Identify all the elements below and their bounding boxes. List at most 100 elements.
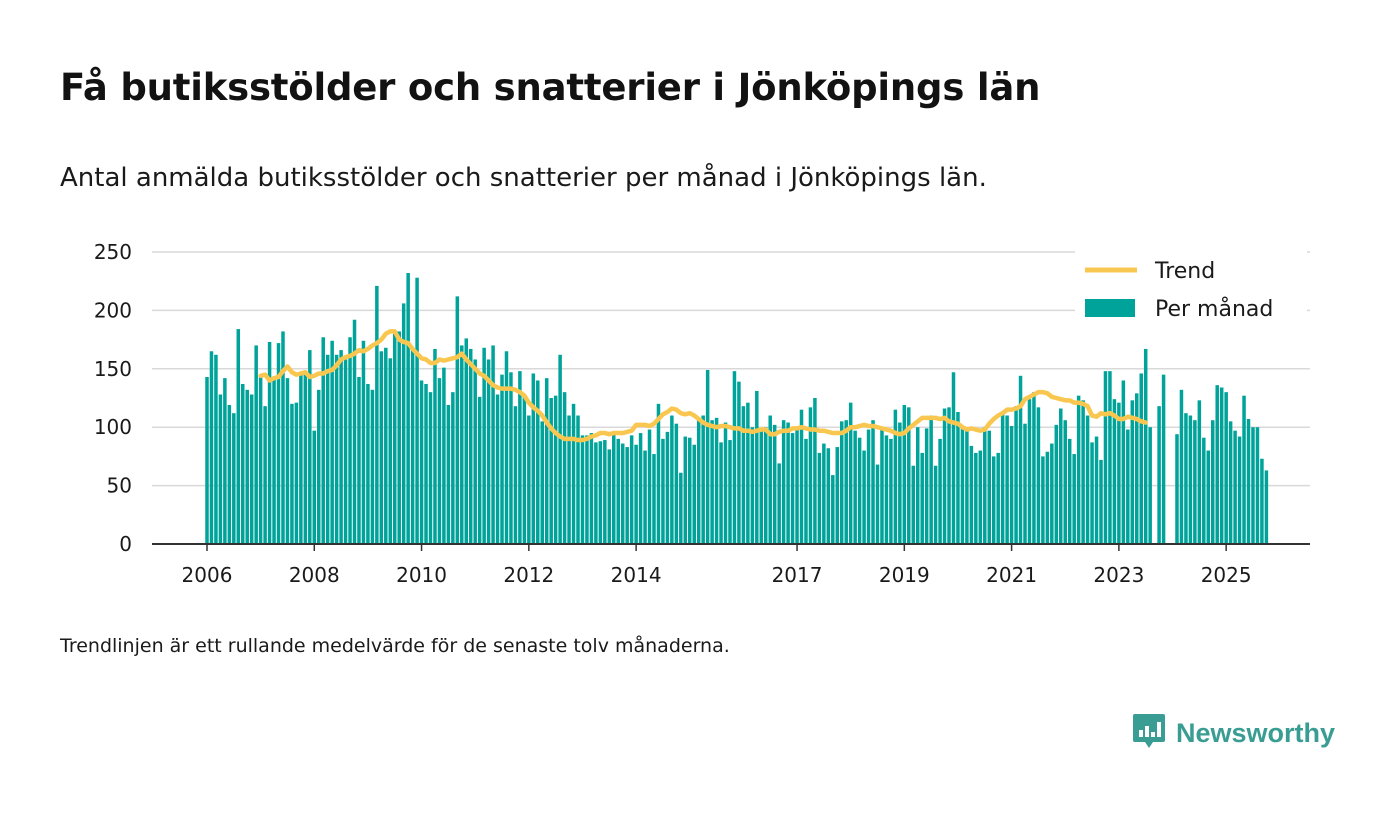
bar — [397, 331, 401, 544]
bar — [594, 442, 598, 544]
bar — [281, 331, 285, 544]
bar — [1161, 374, 1166, 544]
chart-note: Trendlinjen är ett rullande medelvärde f… — [60, 635, 730, 657]
bar — [294, 402, 299, 544]
bar — [844, 420, 848, 544]
bar — [1108, 371, 1112, 544]
bar — [1219, 387, 1224, 544]
bar — [576, 415, 580, 544]
x-tick-label: 2008 — [289, 563, 340, 587]
bar — [969, 445, 974, 544]
bar — [1184, 413, 1188, 544]
bar — [616, 438, 620, 544]
bar — [723, 422, 728, 544]
legend: Trend Per månad — [1075, 248, 1307, 332]
bar — [249, 394, 254, 544]
bar — [862, 450, 866, 544]
y-axis-ticks: 0 50 100 150 200 250 — [94, 240, 132, 556]
bar — [670, 415, 674, 544]
y-tick-label: 50 — [107, 474, 132, 498]
bar — [1157, 406, 1161, 544]
bar — [428, 392, 433, 544]
bar — [580, 435, 585, 544]
bar — [607, 449, 612, 544]
bar — [227, 405, 232, 544]
bar — [661, 438, 665, 544]
bar — [1059, 408, 1063, 544]
bar — [719, 442, 723, 544]
bar — [866, 429, 871, 544]
bar — [1130, 400, 1135, 544]
bar — [759, 429, 764, 544]
bar — [920, 452, 924, 544]
newsworthy-logo-icon — [1133, 714, 1165, 748]
bar — [951, 372, 956, 544]
bar — [848, 402, 853, 544]
trend-line — [258, 329, 1148, 443]
bar — [1000, 414, 1005, 544]
bar — [696, 419, 701, 544]
bar — [334, 354, 339, 544]
bar — [1228, 421, 1233, 544]
bar — [750, 427, 755, 544]
bar — [392, 333, 397, 544]
bar — [620, 443, 625, 544]
bar — [1094, 436, 1099, 544]
bar — [1139, 373, 1143, 544]
bar — [1050, 443, 1054, 544]
bar — [679, 472, 683, 544]
bar — [312, 430, 317, 544]
bar — [214, 354, 218, 544]
bar — [1023, 423, 1027, 544]
bar — [267, 341, 272, 544]
bar — [884, 435, 889, 544]
bar — [978, 450, 983, 544]
bar — [839, 421, 844, 544]
bar — [308, 350, 312, 544]
bar — [549, 398, 553, 544]
bar — [531, 373, 536, 544]
bar — [357, 376, 361, 544]
bar — [1085, 415, 1090, 544]
bar — [1018, 375, 1023, 544]
bar — [907, 407, 911, 544]
bar — [218, 394, 223, 544]
bar — [835, 447, 840, 544]
x-tick-label: 2014 — [611, 563, 662, 587]
bar — [956, 412, 960, 544]
bar — [1215, 385, 1219, 544]
bar — [942, 408, 947, 544]
y-tick-label: 250 — [94, 240, 132, 264]
bar — [1045, 451, 1050, 544]
bar — [893, 409, 898, 544]
bar — [1014, 406, 1018, 544]
bar — [991, 456, 996, 544]
bar — [518, 371, 522, 544]
bar — [1233, 430, 1237, 544]
bar — [1206, 450, 1211, 544]
bar — [1148, 427, 1152, 544]
bar — [330, 340, 334, 544]
bar — [974, 452, 978, 544]
bar — [1072, 454, 1076, 544]
bar — [544, 378, 549, 544]
bar — [889, 438, 893, 544]
bar — [348, 337, 352, 544]
bar — [786, 422, 790, 544]
bar — [553, 395, 558, 544]
bar — [1237, 436, 1242, 544]
bar — [527, 415, 531, 544]
bar — [755, 390, 759, 544]
bar — [303, 374, 308, 544]
bar — [1193, 420, 1197, 544]
bar — [522, 394, 527, 544]
bar — [1090, 442, 1094, 544]
bar — [826, 448, 831, 544]
bar — [857, 437, 862, 544]
bar — [379, 351, 384, 544]
bar — [1041, 456, 1045, 544]
bar — [500, 374, 504, 544]
bar — [795, 428, 799, 544]
bar — [598, 441, 603, 544]
